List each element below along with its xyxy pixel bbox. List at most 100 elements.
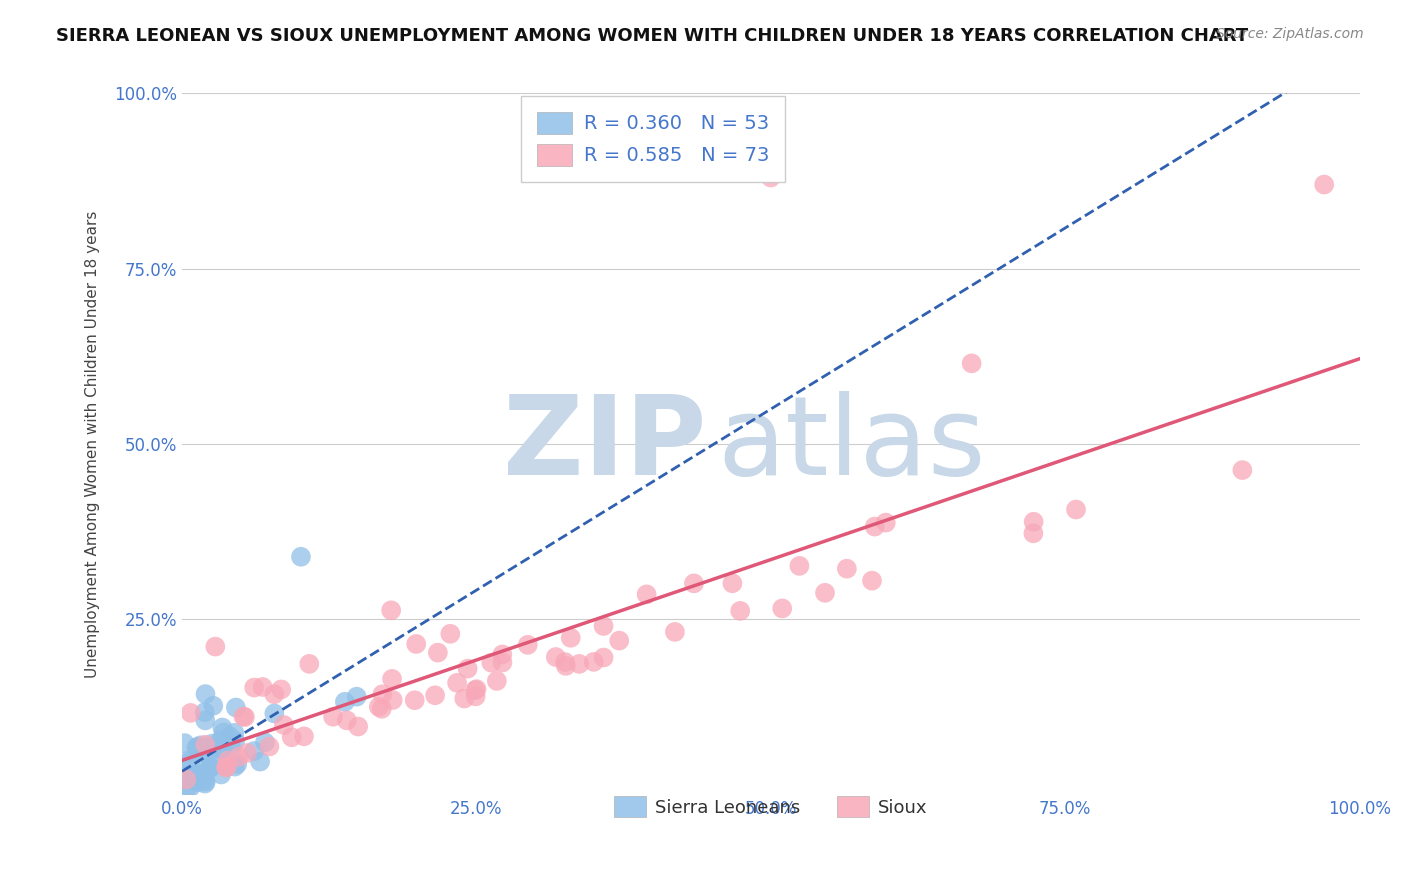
Point — [1064, 502, 1087, 516]
Point — [479, 656, 502, 670]
Point — [544, 650, 567, 665]
Point — [201, 737, 224, 751]
Point — [202, 740, 225, 755]
Point — [560, 631, 582, 645]
Point — [179, 755, 201, 769]
Point — [728, 604, 751, 618]
Point — [181, 771, 204, 785]
Point — [204, 755, 226, 769]
Point — [215, 760, 238, 774]
Y-axis label: Unemployment Among Women with Children Under 18 years: Unemployment Among Women with Children U… — [86, 211, 100, 678]
Point — [491, 648, 513, 662]
Point — [198, 746, 221, 760]
Point — [232, 709, 254, 723]
Point — [209, 734, 232, 748]
Point — [273, 718, 295, 732]
Legend: Sierra Leoneans, Sioux: Sierra Leoneans, Sioux — [606, 789, 935, 824]
Point — [212, 725, 235, 739]
Point — [875, 516, 897, 530]
Point — [582, 655, 605, 669]
Point — [464, 690, 486, 704]
Point — [1313, 178, 1336, 192]
Point — [236, 746, 259, 760]
Point — [1022, 515, 1045, 529]
Point — [664, 624, 686, 639]
Point — [174, 769, 197, 783]
Point — [592, 619, 614, 633]
Point — [187, 775, 209, 789]
Point — [292, 730, 315, 744]
Text: ZIP: ZIP — [502, 391, 706, 498]
Point — [176, 754, 198, 768]
Point — [860, 574, 883, 588]
Point — [252, 680, 274, 694]
Point — [453, 691, 475, 706]
Point — [190, 739, 212, 753]
Point — [249, 755, 271, 769]
Point — [202, 698, 225, 713]
Point — [405, 637, 427, 651]
Point — [423, 688, 446, 702]
Point — [371, 702, 394, 716]
Point — [186, 740, 208, 755]
Point — [224, 726, 246, 740]
Point — [226, 757, 249, 772]
Point — [960, 356, 983, 370]
Point — [367, 699, 389, 714]
Point — [721, 576, 744, 591]
Point — [814, 586, 837, 600]
Point — [186, 768, 208, 782]
Point — [219, 739, 242, 754]
Point — [193, 772, 215, 787]
Point — [253, 735, 276, 749]
Point — [347, 719, 370, 733]
Point — [198, 760, 221, 774]
Point — [176, 772, 198, 787]
Point — [243, 681, 266, 695]
Point — [346, 690, 368, 704]
Point — [187, 739, 209, 754]
Point — [465, 682, 488, 697]
Point — [194, 760, 217, 774]
Point — [204, 640, 226, 654]
Point — [371, 687, 394, 701]
Point — [228, 749, 250, 764]
Point — [211, 721, 233, 735]
Point — [194, 738, 217, 752]
Point — [270, 682, 292, 697]
Point — [485, 673, 508, 688]
Point — [215, 760, 238, 774]
Text: SIERRA LEONEAN VS SIOUX UNEMPLOYMENT AMONG WOMEN WITH CHILDREN UNDER 18 YEARS CO: SIERRA LEONEAN VS SIOUX UNEMPLOYMENT AMO… — [56, 27, 1249, 45]
Point — [259, 739, 281, 754]
Point — [835, 562, 858, 576]
Point — [568, 657, 591, 671]
Point — [1022, 526, 1045, 541]
Text: atlas: atlas — [718, 391, 986, 498]
Point — [188, 741, 211, 756]
Point — [789, 558, 811, 573]
Point — [181, 770, 204, 784]
Point — [1232, 463, 1254, 477]
Point — [209, 743, 232, 757]
Point — [491, 656, 513, 670]
Point — [263, 706, 285, 721]
Point — [263, 687, 285, 701]
Point — [180, 706, 202, 720]
Point — [636, 587, 658, 601]
Point — [224, 759, 246, 773]
Point — [212, 742, 235, 756]
Point — [184, 767, 207, 781]
Point — [464, 683, 486, 698]
Point — [446, 675, 468, 690]
Point — [683, 576, 706, 591]
Point — [457, 662, 479, 676]
Point — [607, 633, 630, 648]
Point — [404, 693, 426, 707]
Point — [554, 659, 576, 673]
Point — [439, 627, 461, 641]
Point — [218, 729, 240, 743]
Point — [863, 519, 886, 533]
Point — [592, 650, 614, 665]
Point — [183, 773, 205, 788]
Point — [198, 762, 221, 776]
